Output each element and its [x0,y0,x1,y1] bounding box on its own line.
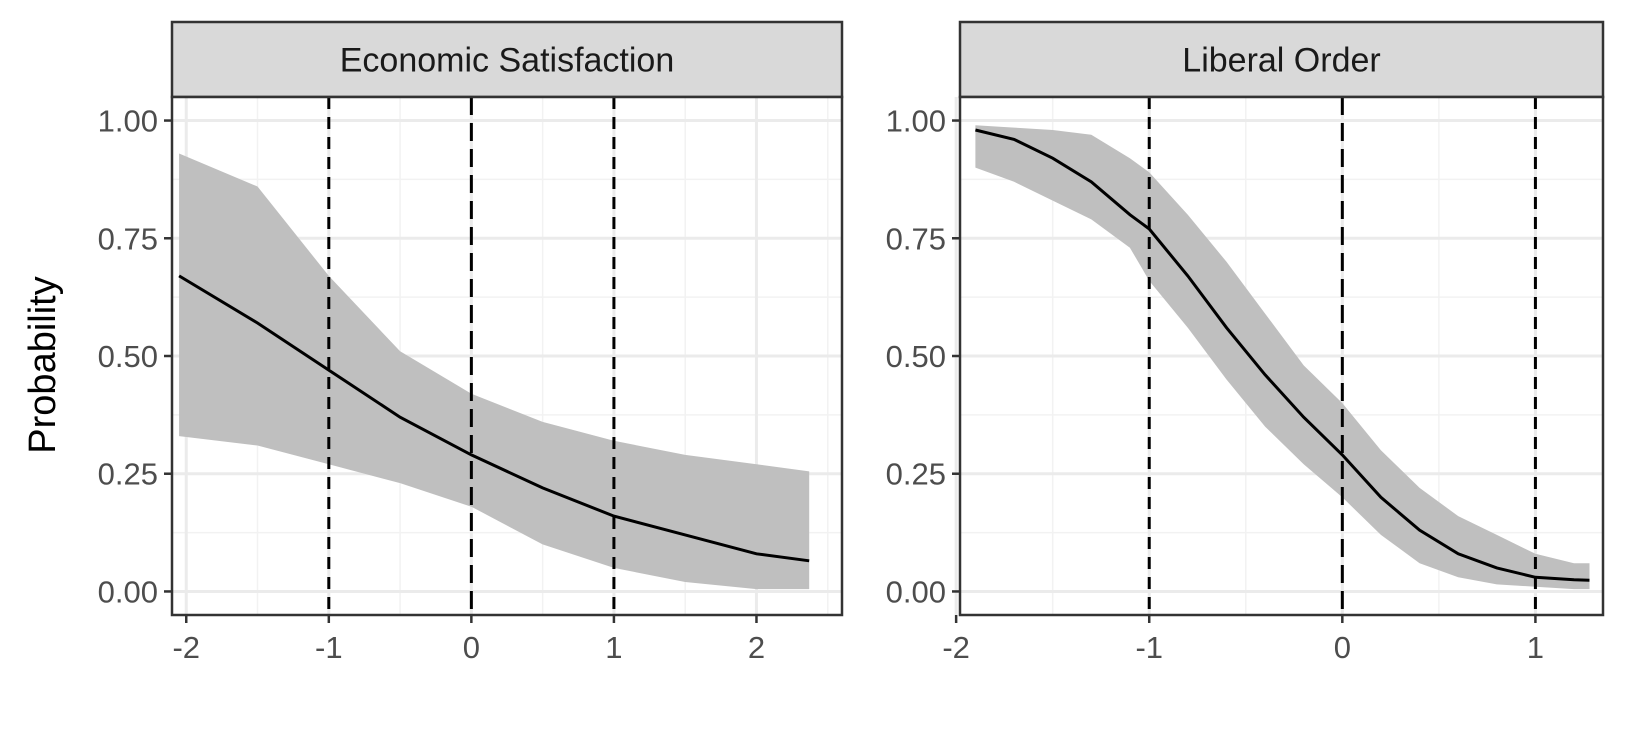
confidence-ribbon [975,125,1590,590]
x-tick-label: -1 [315,630,343,665]
y-tick-label: 0.00 [98,574,158,609]
y-tick-label: 0.50 [98,339,158,374]
facet-strip [170,20,844,99]
probability-line [975,128,1590,582]
panels: Economic Satisfaction 0.00 0.25 0.50 0.75 1.0… [98,20,1605,665]
x-tick-label: 2 [748,630,765,665]
y-tick-label: 0.75 [98,221,158,256]
y-tick-label: 0.50 [886,339,946,374]
facet-panel: Liberal Order 0.00 0.25 0.50 0.75 1.00 -2 -1 0 1 [886,20,1605,665]
y-tick-label: 0.75 [886,221,946,256]
y-tick-label: 0.25 [886,457,946,492]
x-tick-label: 0 [1334,630,1351,665]
x-tick-label: 0 [463,630,480,665]
y-tick-label: 1.00 [98,104,158,139]
confidence-ribbon [179,153,810,590]
facet-title: Liberal Order [1182,42,1380,80]
facet-title: Economic Satisfaction [340,42,675,80]
x-tick-label: -2 [172,630,200,665]
y-tick-label: 1.00 [886,104,946,139]
x-tick-label: 1 [1527,630,1544,665]
x-tick-label: -2 [942,630,970,665]
x-tick-label: -1 [1135,630,1163,665]
y-tick-label: 0.00 [886,574,946,609]
probability-line [178,274,810,563]
facet-panel: Economic Satisfaction 0.00 0.25 0.50 0.75 1.0… [98,20,844,665]
y-axis-title: Probability [22,276,64,453]
y-tick-label: 0.25 [98,457,158,492]
x-tick-label: 1 [605,630,622,665]
